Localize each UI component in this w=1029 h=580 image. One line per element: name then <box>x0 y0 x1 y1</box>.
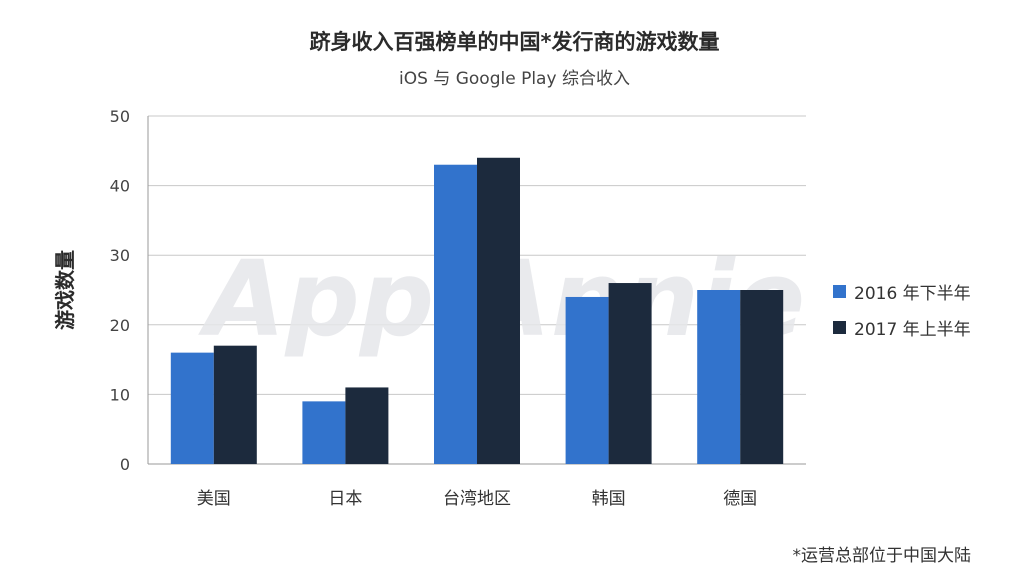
bars-group <box>170 157 784 464</box>
y-tick-label-1: 10 <box>110 385 130 404</box>
chart-subtitle: iOS 与 Google Play 综合收入 <box>399 69 630 89</box>
x-tick-labels: 美国 日本 台湾地区 韩国 德国 <box>197 489 757 509</box>
legend-swatch-2017h1 <box>833 320 846 334</box>
y-tick-label-4: 40 <box>110 177 130 196</box>
bar-4-series-0 <box>697 290 741 464</box>
bar-2-series-1 <box>477 157 520 464</box>
legend-item-2016h2: 2016 年下半年 <box>833 280 971 304</box>
legend-label-2016h2: 2016 年下半年 <box>854 283 971 304</box>
bar-2-series-0 <box>434 164 477 464</box>
y-tick-label-5: 50 <box>110 107 130 126</box>
legend-swatch-2016h2 <box>833 284 846 298</box>
x-tick-label-1: 日本 <box>328 489 362 509</box>
y-tick-label-0: 0 <box>120 455 130 474</box>
legend-label-2017h1: 2017 年上半年 <box>854 319 971 340</box>
legend-item-2017h1: 2017 年上半年 <box>833 316 971 340</box>
bar-1-series-0 <box>302 401 346 464</box>
chart-title: 跻身收入百强榜单的中国*发行商的游戏数量 <box>309 30 720 54</box>
footnote: *运营总部位于中国大陆 <box>792 546 972 566</box>
legend: 2016 年下半年 2017 年上半年 <box>833 280 971 352</box>
x-tick-label-4: 德国 <box>723 489 757 509</box>
x-tick-label-0: 美国 <box>197 489 231 509</box>
y-tick-label-2: 20 <box>110 316 130 335</box>
y-tick-labels: 0 10 20 30 40 50 <box>110 107 130 474</box>
x-tick-label-2: 台湾地区 <box>443 489 511 509</box>
bar-0-series-1 <box>213 345 257 464</box>
x-tick-label-3: 韩国 <box>592 489 626 509</box>
bar-3-series-1 <box>608 283 652 464</box>
bar-4-series-1 <box>740 290 784 464</box>
bar-0-series-0 <box>170 352 214 464</box>
y-axis-label: 游戏数量 <box>53 250 77 330</box>
bar-3-series-0 <box>565 296 609 464</box>
y-tick-label-3: 30 <box>110 246 130 265</box>
bar-1-series-1 <box>345 387 389 464</box>
